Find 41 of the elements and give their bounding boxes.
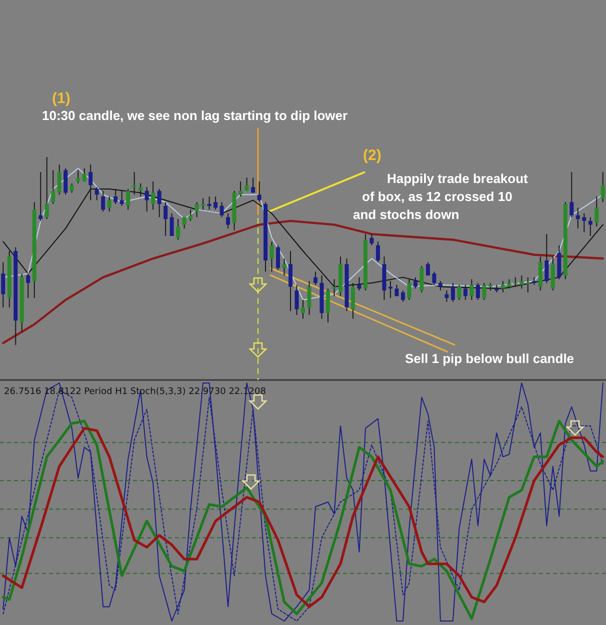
text: Sell 1 pip below bull candle	[405, 351, 574, 366]
candlestick	[588, 216, 592, 236]
candlestick	[207, 196, 212, 210]
candlestick	[182, 216, 186, 229]
annotation: Happily trade breakout of box, as 12 crossed 10 and stochs down	[353, 171, 529, 222]
candlestick	[57, 164, 62, 196]
candlestick	[582, 212, 586, 233]
candlestick	[270, 241, 274, 272]
candlestick	[257, 180, 262, 203]
candlestick	[70, 182, 74, 194]
candlestick	[194, 202, 199, 218]
candlestick	[570, 172, 574, 218]
candlestick	[1, 262, 6, 308]
candlestick	[214, 196, 218, 210]
candlestick	[226, 212, 230, 229]
candlestick	[76, 170, 80, 184]
candlestick	[276, 244, 280, 270]
candlestick	[170, 212, 174, 236]
candlestick	[164, 202, 168, 236]
candlestick	[251, 177, 256, 194]
text: 10:30 candle, we see non lag starting to dip lower	[42, 108, 348, 123]
candlestick	[51, 170, 56, 204]
candlestick	[594, 196, 599, 228]
candlestick	[600, 172, 605, 203]
candlestick	[238, 180, 243, 197]
candlestick	[244, 177, 249, 192]
candlestick	[38, 172, 43, 222]
annotation: (2)	[363, 147, 382, 164]
candlestick	[188, 209, 193, 222]
candlestick	[576, 207, 580, 229]
candlestick	[176, 218, 180, 240]
candlestick	[44, 156, 49, 220]
candlestick	[220, 202, 224, 218]
text: (1)	[52, 90, 70, 107]
candlestick	[544, 234, 549, 284]
candlestick	[370, 234, 374, 246]
candlestick	[201, 198, 206, 210]
candlestick	[376, 241, 380, 263]
candlestick	[82, 168, 86, 182]
candlestick	[64, 168, 68, 196]
candlestick	[107, 196, 112, 212]
